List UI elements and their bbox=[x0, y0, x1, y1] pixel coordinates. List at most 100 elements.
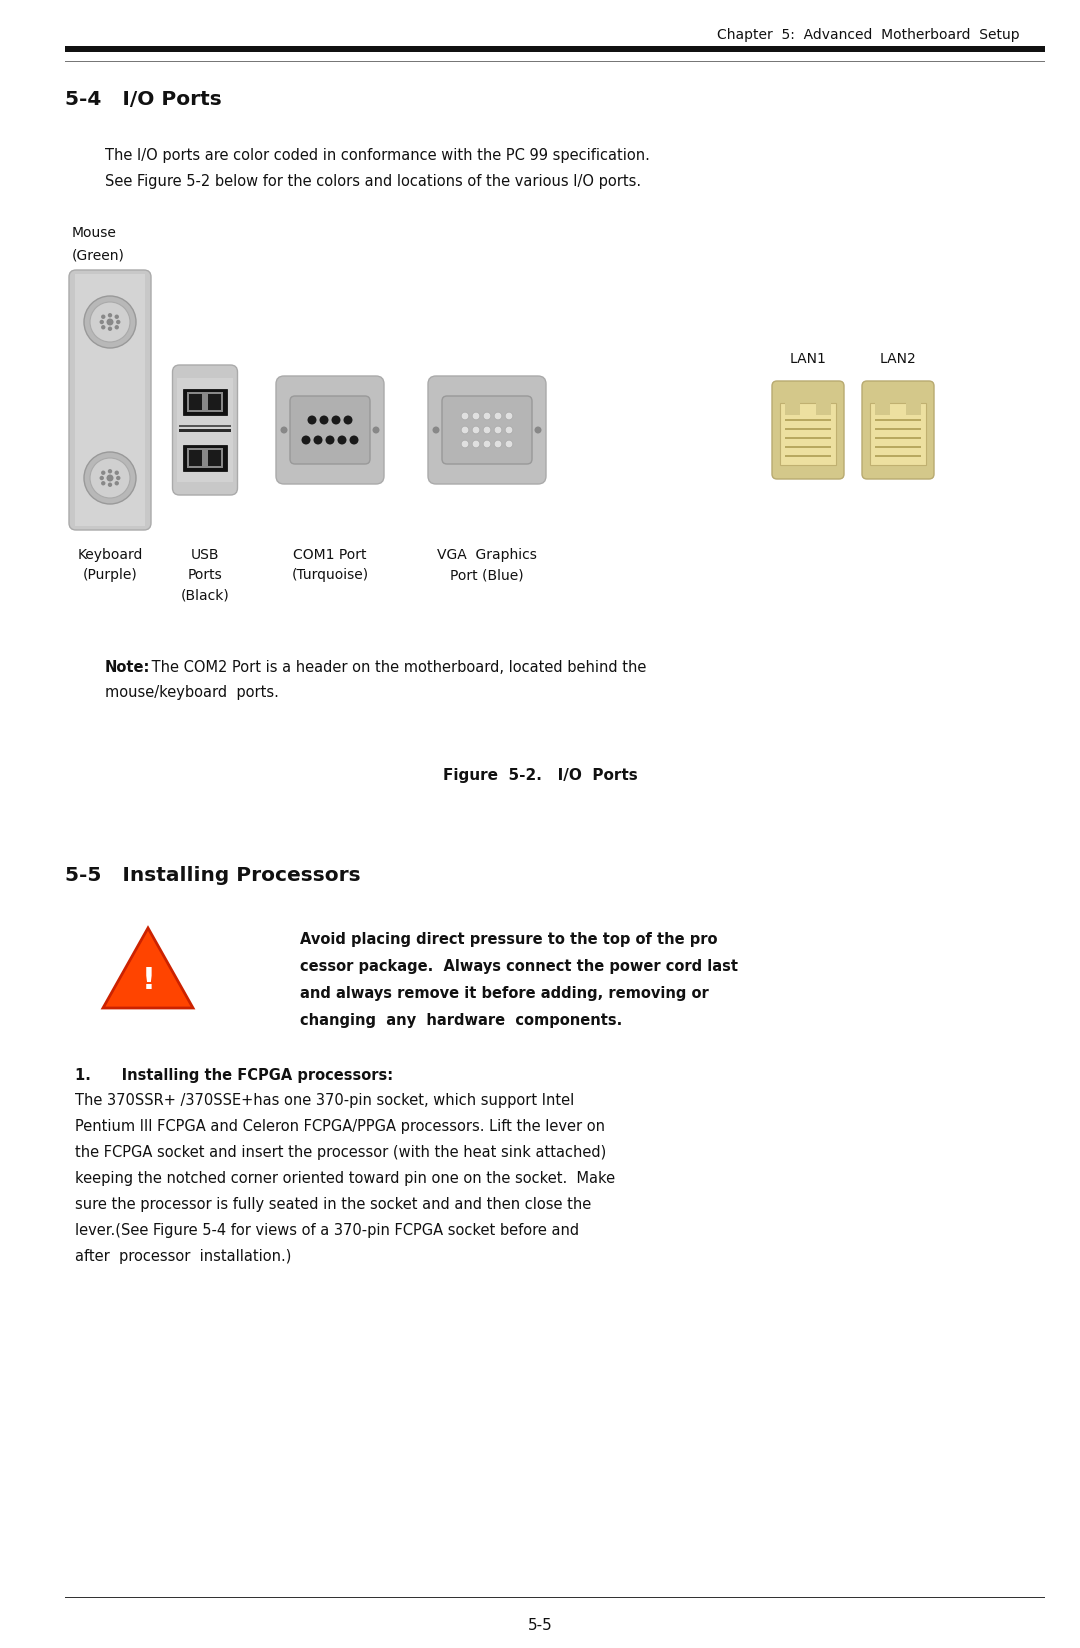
FancyBboxPatch shape bbox=[772, 381, 843, 480]
Circle shape bbox=[108, 470, 112, 473]
Circle shape bbox=[472, 412, 480, 420]
Circle shape bbox=[90, 302, 130, 343]
Bar bbox=[177, 377, 233, 481]
Bar bbox=[65, 46, 1045, 53]
Circle shape bbox=[102, 471, 106, 475]
Circle shape bbox=[114, 325, 119, 330]
Text: and always remove it before adding, removing or: and always remove it before adding, remo… bbox=[300, 986, 708, 1000]
Text: mouse/keyboard  ports.: mouse/keyboard ports. bbox=[105, 686, 279, 700]
FancyBboxPatch shape bbox=[276, 376, 384, 485]
Circle shape bbox=[84, 452, 136, 504]
Circle shape bbox=[461, 412, 469, 420]
Circle shape bbox=[281, 427, 287, 433]
Circle shape bbox=[99, 476, 104, 480]
Circle shape bbox=[483, 440, 490, 448]
Circle shape bbox=[337, 435, 347, 445]
Circle shape bbox=[107, 475, 113, 481]
Bar bbox=[785, 400, 800, 415]
Circle shape bbox=[102, 315, 106, 320]
Circle shape bbox=[472, 427, 480, 433]
Bar bbox=[785, 419, 831, 420]
Circle shape bbox=[313, 435, 323, 445]
Bar bbox=[208, 394, 221, 410]
Circle shape bbox=[495, 427, 502, 433]
Text: after  processor  installation.): after processor installation.) bbox=[75, 1249, 292, 1264]
Text: Note:: Note: bbox=[105, 659, 150, 676]
Bar bbox=[75, 274, 145, 526]
Text: !: ! bbox=[143, 966, 156, 994]
FancyBboxPatch shape bbox=[291, 396, 370, 465]
Text: The 370SSR+ /370SSE+has one 370-pin socket, which support Intel: The 370SSR+ /370SSE+has one 370-pin sock… bbox=[75, 1093, 575, 1107]
Circle shape bbox=[350, 435, 359, 445]
Text: Avoid placing direct pressure to the top of the pro: Avoid placing direct pressure to the top… bbox=[300, 933, 717, 948]
Bar bbox=[875, 455, 921, 456]
Text: 1.      Installing the FCPGA processors:: 1. Installing the FCPGA processors: bbox=[75, 1068, 393, 1083]
FancyBboxPatch shape bbox=[862, 381, 934, 480]
Bar bbox=[785, 428, 831, 430]
Text: (Purple): (Purple) bbox=[83, 569, 137, 582]
Text: (Turquoise): (Turquoise) bbox=[292, 569, 368, 582]
Circle shape bbox=[108, 483, 112, 486]
Circle shape bbox=[102, 325, 106, 330]
Circle shape bbox=[102, 481, 106, 486]
Bar bbox=[179, 425, 231, 427]
Circle shape bbox=[116, 476, 121, 480]
Text: Keyboard: Keyboard bbox=[78, 549, 143, 562]
Bar bbox=[189, 394, 202, 410]
Bar bbox=[189, 450, 202, 466]
Text: Figure  5-2.   I/O  Ports: Figure 5-2. I/O Ports bbox=[443, 768, 637, 783]
Text: 5-5: 5-5 bbox=[528, 1618, 552, 1633]
Text: The COM2 Port is a header on the motherboard, located behind the: The COM2 Port is a header on the motherb… bbox=[147, 659, 646, 676]
Text: keeping the notched corner oriented toward pin one on the socket.  Make: keeping the notched corner oriented towa… bbox=[75, 1172, 616, 1187]
Text: lever.(See Figure 5-4 for views of a 370-pin FCPGA socket before and: lever.(See Figure 5-4 for views of a 370… bbox=[75, 1223, 579, 1238]
Bar bbox=[780, 404, 836, 465]
Circle shape bbox=[325, 435, 335, 445]
Bar bbox=[875, 400, 890, 415]
Bar bbox=[875, 437, 921, 438]
Circle shape bbox=[320, 415, 328, 425]
Circle shape bbox=[308, 415, 316, 425]
Bar bbox=[875, 447, 921, 448]
Text: Port (Blue): Port (Blue) bbox=[450, 569, 524, 582]
Circle shape bbox=[505, 412, 513, 420]
Circle shape bbox=[472, 440, 480, 448]
Circle shape bbox=[495, 412, 502, 420]
Circle shape bbox=[84, 297, 136, 348]
Text: the FCPGA socket and insert the processor (with the heat sink attached): the FCPGA socket and insert the processo… bbox=[75, 1145, 606, 1160]
Text: cessor package.  Always connect the power cord last: cessor package. Always connect the power… bbox=[300, 959, 738, 974]
Bar bbox=[870, 404, 926, 465]
Bar bbox=[183, 445, 227, 471]
Bar bbox=[906, 400, 921, 415]
Circle shape bbox=[114, 481, 119, 486]
Bar bbox=[875, 419, 921, 420]
Text: (Black): (Black) bbox=[180, 588, 229, 602]
FancyBboxPatch shape bbox=[428, 376, 546, 485]
Text: Pentium III FCPGA and Celeron FCPGA/PPGA processors. Lift the lever on: Pentium III FCPGA and Celeron FCPGA/PPGA… bbox=[75, 1119, 605, 1134]
Bar bbox=[785, 455, 831, 456]
Circle shape bbox=[461, 427, 469, 433]
Circle shape bbox=[505, 427, 513, 433]
Bar bbox=[208, 450, 221, 466]
Text: VGA  Graphics: VGA Graphics bbox=[437, 549, 537, 562]
Circle shape bbox=[461, 440, 469, 448]
Bar bbox=[816, 400, 831, 415]
Circle shape bbox=[332, 415, 340, 425]
Bar bbox=[785, 437, 831, 438]
Text: Ports: Ports bbox=[188, 569, 222, 582]
Circle shape bbox=[90, 458, 130, 498]
Text: changing  any  hardware  components.: changing any hardware components. bbox=[300, 1014, 622, 1028]
Text: Mouse: Mouse bbox=[72, 226, 117, 241]
Circle shape bbox=[99, 320, 104, 325]
FancyBboxPatch shape bbox=[173, 364, 238, 494]
Text: Chapter  5:  Advanced  Motherboard  Setup: Chapter 5: Advanced Motherboard Setup bbox=[717, 28, 1020, 41]
Circle shape bbox=[343, 415, 352, 425]
Circle shape bbox=[107, 318, 113, 326]
Circle shape bbox=[116, 320, 121, 325]
Circle shape bbox=[505, 440, 513, 448]
Bar bbox=[183, 389, 227, 415]
Text: The I/O ports are color coded in conformance with the PC 99 specification.: The I/O ports are color coded in conform… bbox=[105, 148, 650, 163]
Bar bbox=[187, 392, 222, 412]
FancyBboxPatch shape bbox=[69, 270, 151, 531]
Circle shape bbox=[301, 435, 311, 445]
Text: sure the processor is fully seated in the socket and and then close the: sure the processor is fully seated in th… bbox=[75, 1196, 591, 1211]
